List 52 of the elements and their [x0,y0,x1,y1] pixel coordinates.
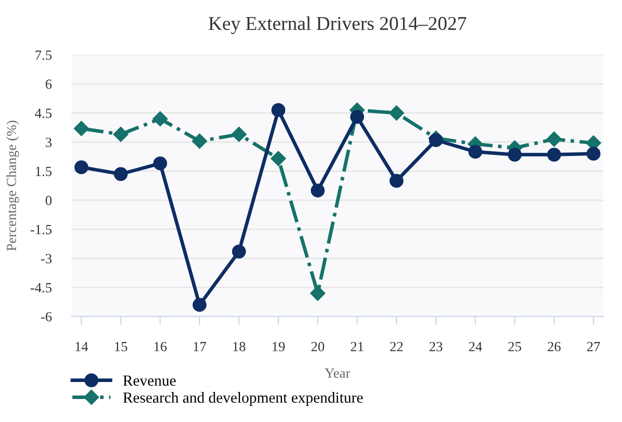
point [232,244,246,259]
point [546,132,562,147]
x-tick-label: 21 [350,342,364,352]
x-tick-label: 24 [468,342,482,352]
point [428,133,443,148]
point [270,150,286,166]
y-tick-label: -1.5 [30,224,52,234]
x-tick-label: 27 [587,342,600,352]
point [74,160,88,174]
y-tick-label: 3 [46,138,52,148]
point [310,286,326,301]
y-tick-label: 7.5 [36,50,52,60]
point [114,167,128,181]
point [468,144,482,159]
y-tick-label: -4.5 [30,283,52,292]
point [310,184,325,198]
point [508,148,522,162]
y-tick-label: 0 [46,196,52,206]
y-tick-label: -6 [41,312,52,322]
legend-label: Research and development expenditure [123,392,363,406]
point [388,105,404,121]
point [192,134,208,149]
x-tick-label: 14 [76,342,88,352]
y-tick-label: 6 [46,80,52,89]
x-tick-label: 26 [548,342,561,352]
x-tick-label: 25 [508,342,522,352]
x-tick-label: 20 [311,342,324,352]
x-tick-label: 15 [115,342,128,352]
y-tick-label: 1.5 [36,166,52,176]
point [113,126,128,142]
x-tick-label: 18 [233,342,246,352]
x-tick-label: 23 [430,342,442,352]
chart-title: Key External Drivers 2014–2027 [208,16,466,34]
point [390,174,404,188]
x-axis-title: Year [324,368,350,378]
point [271,103,286,118]
legend-label: Revenue [123,376,176,386]
y-tick-label: 4.5 [34,108,52,118]
point [586,146,600,161]
y-axis-title: Percentage Change (%) [6,120,19,251]
point [152,111,168,126]
point [153,156,168,170]
point [74,120,89,136]
y-tick-label: -3 [41,254,52,264]
point [547,148,562,162]
point [350,110,364,124]
x-tick-label: 16 [154,342,167,352]
x-tick-label: 17 [194,342,206,352]
x-tick-label: 19 [272,342,285,352]
point [192,298,207,312]
point [231,126,247,142]
x-tick-label: 22 [390,342,403,352]
